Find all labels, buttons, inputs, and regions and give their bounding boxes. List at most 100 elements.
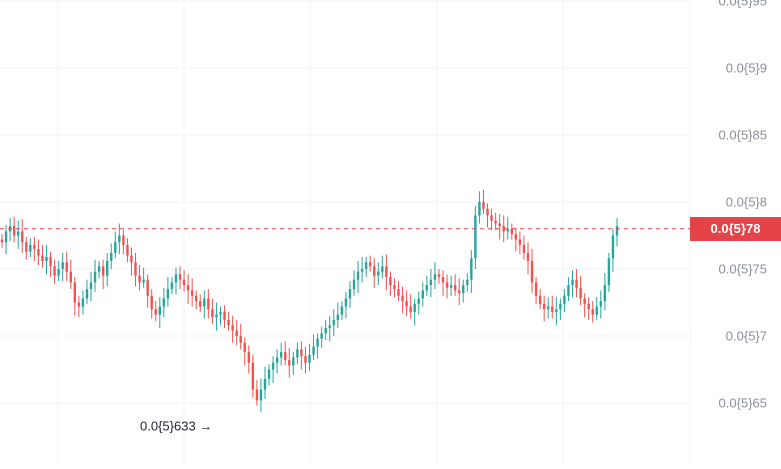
candle-body xyxy=(158,306,161,315)
candle-body xyxy=(69,271,72,283)
candle-body xyxy=(332,319,335,326)
candle-body xyxy=(482,202,485,209)
candle-body xyxy=(227,319,230,326)
candle-body xyxy=(364,262,368,269)
candle-body xyxy=(538,295,542,304)
candle-body xyxy=(417,298,420,304)
candle-body xyxy=(300,349,303,357)
candle-body xyxy=(138,275,141,283)
candle-body xyxy=(211,309,214,318)
candle-body xyxy=(182,279,186,286)
candle-body xyxy=(555,309,558,312)
candle-body xyxy=(377,271,380,276)
candle-body xyxy=(292,357,295,366)
candle-body xyxy=(279,352,283,358)
candle-body xyxy=(215,314,218,318)
candle-body xyxy=(195,295,198,302)
candle-body xyxy=(506,228,509,232)
candle-body xyxy=(203,298,206,307)
candle-body xyxy=(599,301,603,307)
candle-body xyxy=(97,266,101,272)
candle-body xyxy=(547,306,550,310)
candle-body xyxy=(134,262,137,276)
price-axis-label: 0.0{5}75 xyxy=(718,261,767,277)
candle-body xyxy=(25,242,28,252)
candle-body xyxy=(114,242,117,253)
candle-body xyxy=(89,282,93,290)
candle-body xyxy=(126,244,129,256)
candle-body xyxy=(312,346,315,355)
current-price-tag: 0.0{5}78 xyxy=(690,216,781,241)
candle-body xyxy=(595,306,598,315)
candle-body xyxy=(433,274,437,280)
candle-body xyxy=(207,298,210,310)
candle-body xyxy=(16,231,20,236)
candle-body xyxy=(466,279,469,286)
candle-body xyxy=(41,255,44,261)
candle-body xyxy=(389,277,392,286)
candle-body xyxy=(425,285,429,291)
candle-body xyxy=(522,244,526,253)
candle-body xyxy=(33,244,36,249)
candle-body xyxy=(142,279,145,283)
candle-body xyxy=(449,285,453,288)
candle-body xyxy=(567,285,570,296)
candle-body xyxy=(170,282,174,290)
candle-body xyxy=(498,223,501,227)
candle-body xyxy=(4,231,8,243)
candle-body xyxy=(401,295,404,302)
candle-body xyxy=(296,349,299,358)
candle-body xyxy=(336,314,340,320)
candle-body xyxy=(458,290,461,294)
candle-body xyxy=(186,285,190,291)
candle-body xyxy=(162,298,166,307)
candle-body xyxy=(255,389,259,401)
candle-body xyxy=(85,289,89,299)
candle-body xyxy=(247,352,251,363)
candle-body xyxy=(130,255,133,263)
candle-body xyxy=(259,389,263,401)
candle-body xyxy=(607,258,611,286)
candle-body xyxy=(413,303,416,312)
candle-body xyxy=(409,306,412,312)
candle-body xyxy=(45,256,48,261)
price-axis-label: 0.0{5}85 xyxy=(718,127,767,143)
candle-body xyxy=(101,266,105,276)
candle-body xyxy=(251,362,255,390)
candle-body xyxy=(275,357,279,363)
candle-body xyxy=(542,303,546,310)
candle-body xyxy=(518,239,522,245)
candle-body xyxy=(77,302,81,307)
candle-body xyxy=(368,262,372,267)
candle-body xyxy=(591,309,594,315)
candle-body xyxy=(267,369,271,379)
candle-body xyxy=(563,295,566,304)
candle-body xyxy=(65,262,68,272)
candle-body xyxy=(615,226,619,236)
candle-body xyxy=(29,244,32,252)
candle-body xyxy=(462,285,465,294)
candle-body xyxy=(490,215,493,221)
candle-body xyxy=(381,266,384,272)
candle-body xyxy=(150,295,153,310)
candle-body xyxy=(405,301,408,307)
candle-body xyxy=(324,327,327,334)
candle-body xyxy=(551,306,554,312)
candle-body xyxy=(110,252,113,261)
price-axis-label: 0.0{5}8 xyxy=(725,194,767,210)
candle-body xyxy=(219,311,222,315)
candle-body xyxy=(21,231,24,243)
candle-body xyxy=(397,289,400,296)
candle-body xyxy=(587,303,590,310)
candle-body xyxy=(288,360,291,366)
candle-body xyxy=(263,378,267,390)
candle-body xyxy=(12,226,16,236)
candle-body xyxy=(611,235,615,259)
candle-body xyxy=(360,269,364,272)
candle-body xyxy=(105,260,109,276)
candle-body xyxy=(340,306,344,315)
candle-body xyxy=(486,208,489,216)
candle-body xyxy=(166,289,170,299)
